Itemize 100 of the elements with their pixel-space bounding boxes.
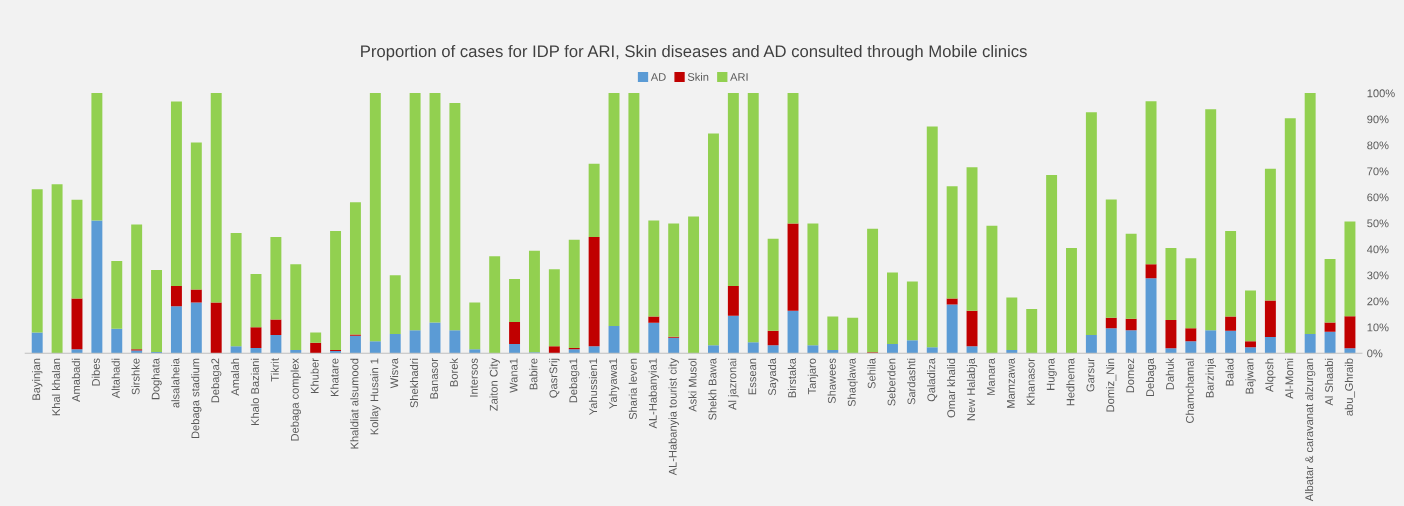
y-tick-label: 0% [1367,349,1383,358]
x-tick-label: Khatare [330,358,339,397]
bar [509,279,521,322]
bar [151,269,163,352]
bar [588,346,600,354]
x-tick-label: AL-Habanyia1 [648,358,659,429]
bar [1125,318,1137,331]
bar [1105,328,1117,354]
x-tick-label: Debaga stadium [191,358,202,439]
x-tick-label: Essean [748,358,757,395]
x-tick-label: Shekh Bawa [708,358,717,420]
y-tick-label: 80% [1367,141,1389,150]
y-tick-label: 30% [1367,271,1389,280]
bar [946,304,958,354]
bar [290,264,302,351]
x-tick-label: Khanasor [1026,358,1035,405]
bar [310,342,322,354]
bar [1324,331,1336,354]
bar [787,310,799,354]
x-tick-label: Debaga2 [211,358,222,403]
bar [807,223,819,346]
bar [230,233,242,347]
bar [1026,308,1038,354]
bar [648,322,660,354]
bar [588,236,600,347]
x-tick-label: Seberden [887,358,896,406]
x-tick-label: Yahyawa1 [608,358,620,409]
bar [170,306,182,354]
y-tick-label: 100% [1367,89,1395,98]
bar [1344,221,1356,317]
x-tick-label: Wana1 [509,358,518,393]
bar [1185,258,1197,329]
bar [1304,93,1316,334]
bar [1165,319,1177,349]
bar [131,224,143,350]
legend-label: AD [650,73,666,81]
bar [71,199,83,299]
x-tick-label: Borek [449,358,458,387]
bar [51,184,63,354]
x-tick-label: Debaga [1145,358,1157,397]
bar [429,322,441,354]
bar [1125,233,1137,319]
x-tick-label: Dahuk [1165,358,1174,390]
bar [91,93,103,221]
bar [1324,259,1336,323]
bar [91,220,103,354]
bar [1344,316,1356,349]
bar [946,186,958,299]
bar [727,315,739,354]
x-tick-label: Debaga complex [290,358,301,441]
y-tick-label: 90% [1367,115,1389,124]
bar [489,256,501,354]
x-tick-label: Kollay Husain 1 [370,358,381,435]
bar [1185,341,1197,354]
x-tick-label: Wisva [390,358,399,389]
bar [548,269,560,347]
bar [946,298,958,305]
x-tick-label: Khal khalan [51,358,61,416]
bar [807,345,819,354]
x-tick-label: Shekhadri [409,358,419,408]
x-tick-label: Sirshke [131,358,140,395]
bar [1245,290,1256,342]
bar [1245,347,1256,354]
bar [170,286,182,307]
bar [250,274,262,328]
x-tick-label: Al jazronai [728,358,739,410]
x-tick-label: alsalaheia [171,358,180,408]
bar [1066,248,1077,354]
x-tick-label: Tanjaro [807,358,819,395]
bar [727,286,739,316]
bar [727,93,739,287]
bar [906,281,918,341]
bar [71,349,83,354]
bar [986,225,998,354]
y-tick-label: 50% [1367,219,1389,228]
bar [111,261,123,329]
x-tick-label: Intersos [470,358,478,397]
bar [887,344,898,354]
bar [847,317,859,354]
x-tick-label: Amalah [230,358,240,396]
x-tick-label: QasrSrij [549,358,560,398]
bar [1125,330,1137,354]
y-tick-label: 40% [1367,245,1389,254]
bar [190,289,202,303]
x-tick-label: Sardashti [907,358,916,405]
bar [1284,118,1296,354]
bar [290,350,302,354]
bar [250,327,262,348]
bar [747,342,759,354]
bar [270,319,282,335]
y-tick-label: 20% [1367,297,1389,306]
x-tick-label: Alqosh [1265,358,1276,392]
x-tick-label: Banasor [430,358,438,399]
bar [1145,278,1157,354]
x-tick-label: Manara [987,358,995,395]
bar [1304,333,1316,354]
bar [926,126,938,348]
x-tick-label: Khalo Baziani [250,358,259,426]
bar [966,167,978,311]
bar [1006,297,1018,351]
